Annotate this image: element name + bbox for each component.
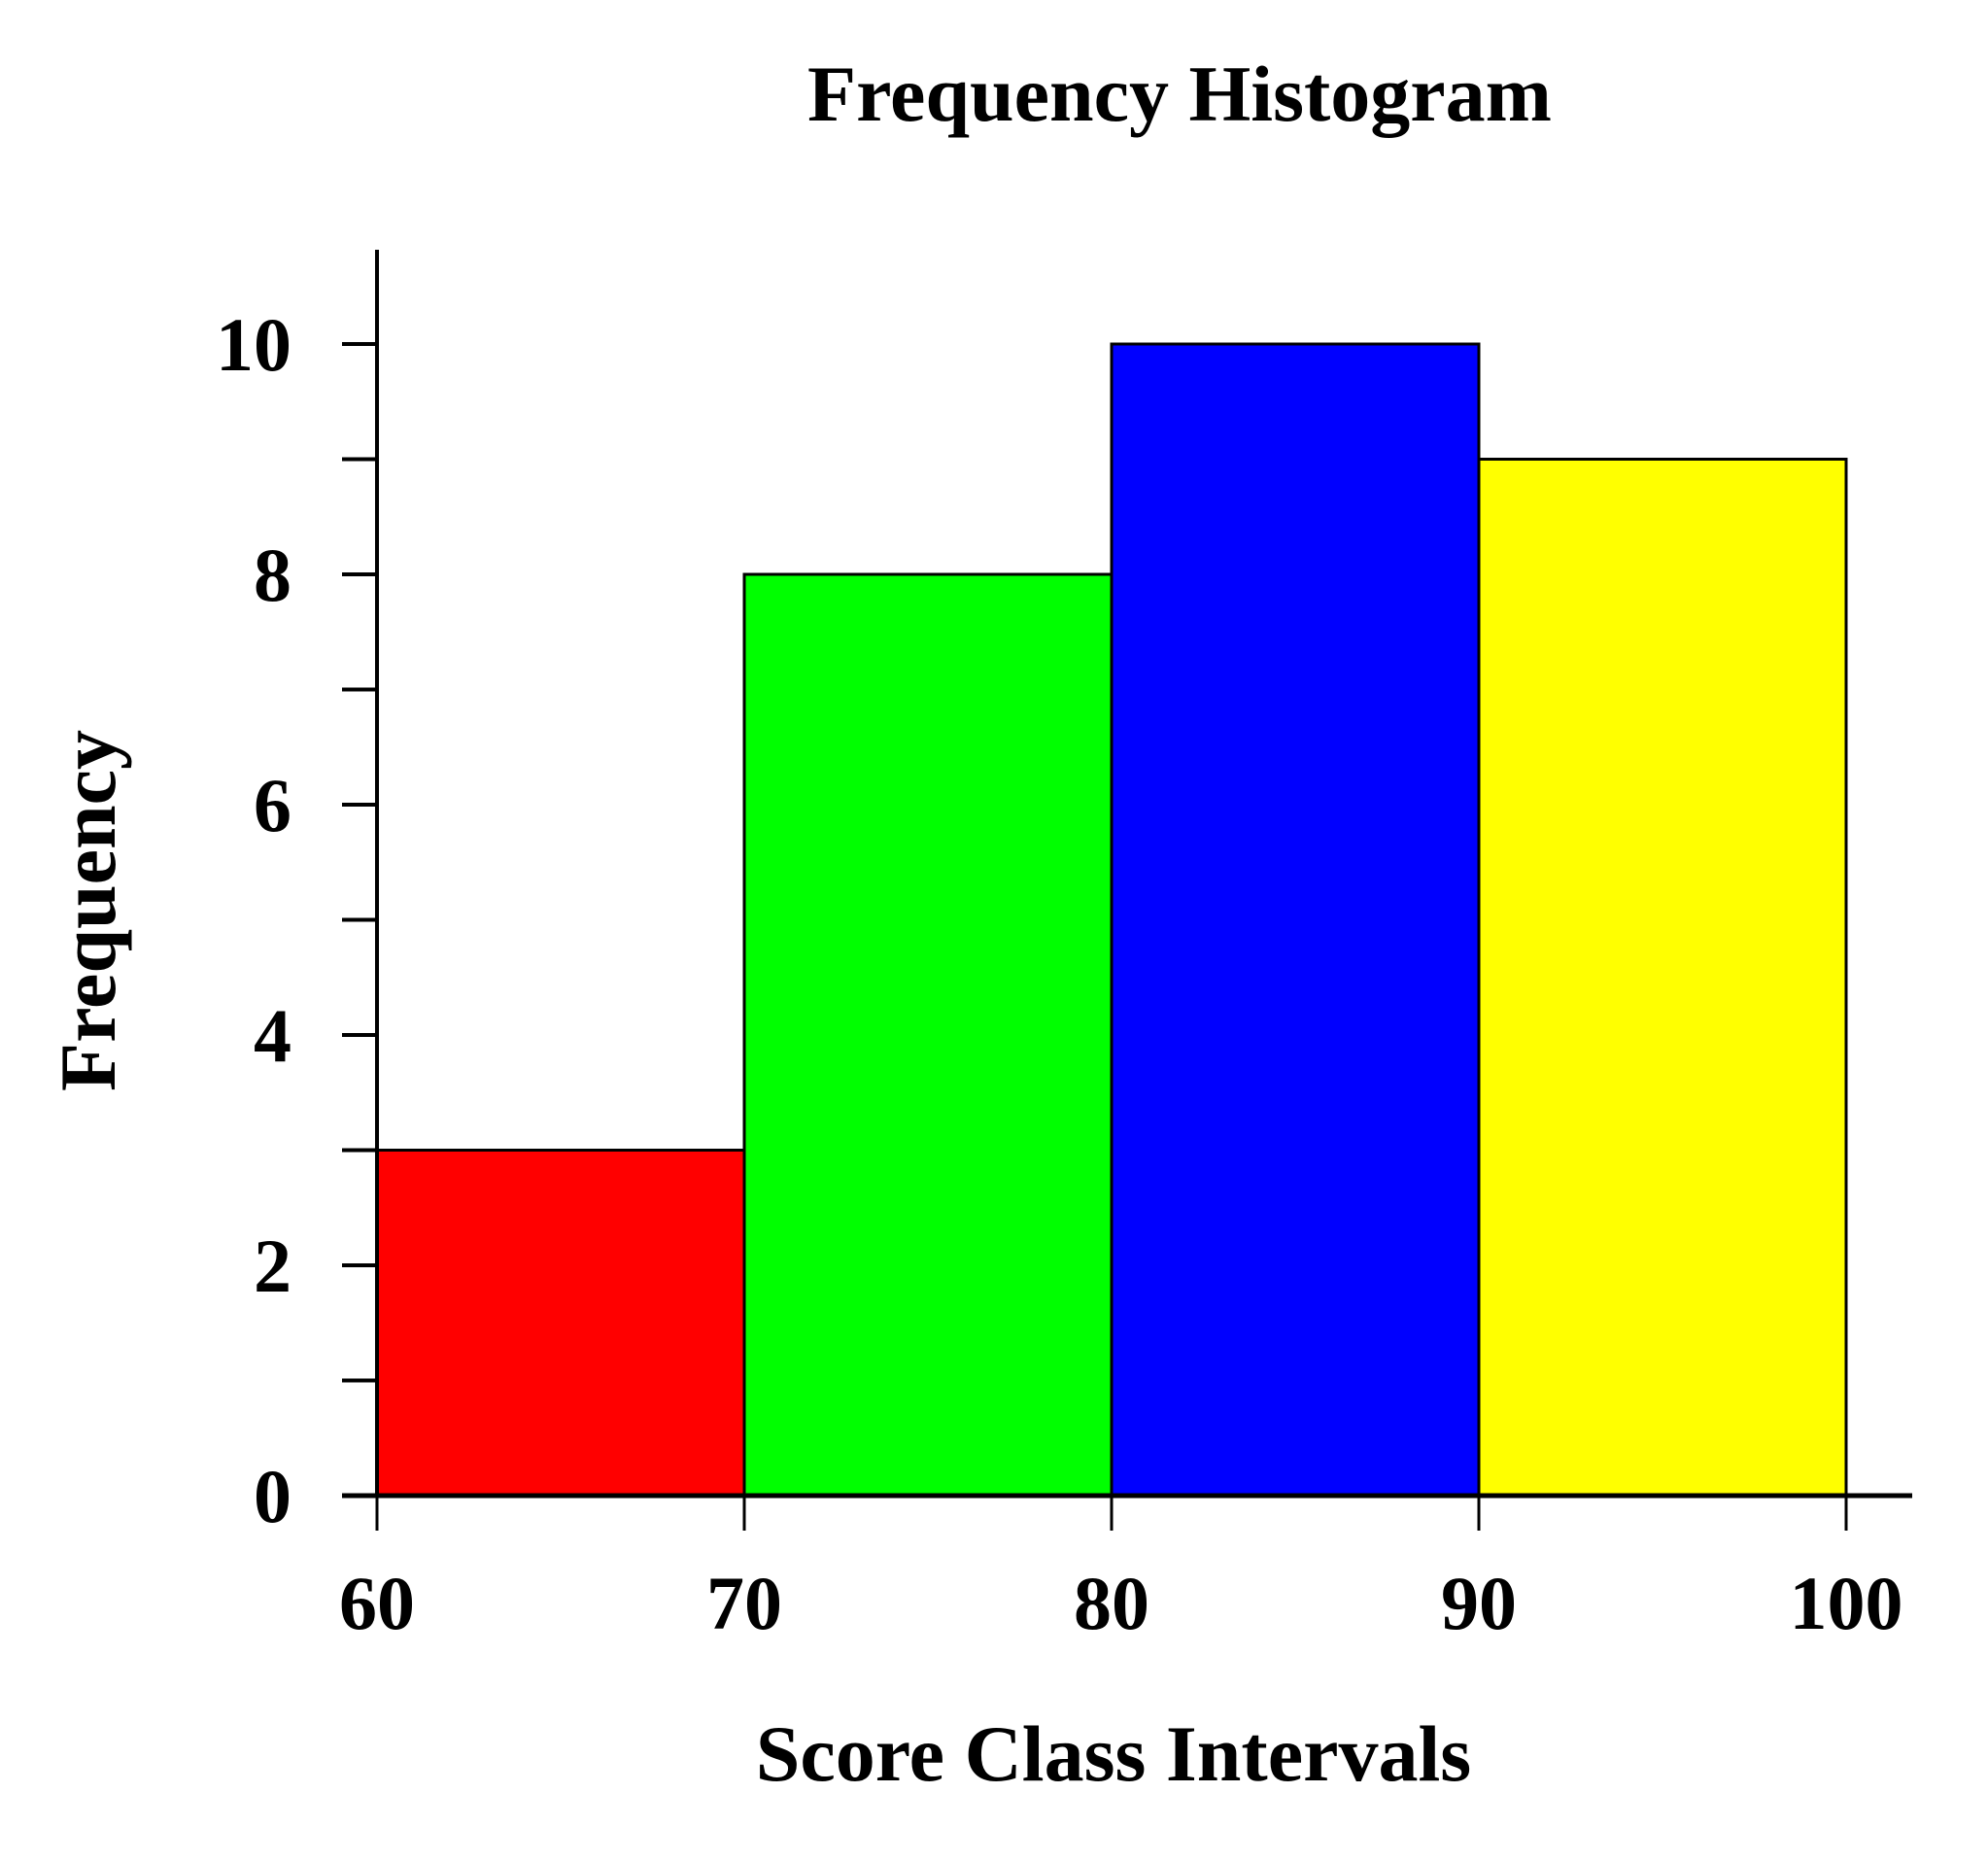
x-tick-label: 80 <box>1074 1561 1149 1645</box>
y-axis-label: Frequency <box>44 730 132 1091</box>
x-tick-label: 100 <box>1790 1561 1903 1645</box>
x-tick-label: 70 <box>706 1561 782 1645</box>
y-tick-label: 4 <box>254 993 291 1078</box>
y-tick-label: 10 <box>216 302 291 387</box>
histogram-bar <box>375 1149 746 1498</box>
axes-group: 0 2 4 6 8 10 60 70 80 90 100 <box>216 250 1912 1645</box>
histogram-bar <box>1477 458 1848 1498</box>
bars-group <box>375 342 1848 1498</box>
y-tick-label: 2 <box>254 1224 291 1308</box>
histogram-bar <box>742 572 1114 1498</box>
x-axis-label: Score Class Intervals <box>756 1709 1471 1798</box>
y-tick-label: 6 <box>254 763 291 847</box>
y-tick-label: 0 <box>254 1454 291 1538</box>
y-tick-label: 8 <box>254 533 291 617</box>
x-tick-label: 60 <box>339 1561 415 1645</box>
x-tick-label: 90 <box>1441 1561 1517 1645</box>
chart-title: Frequency Histogram <box>807 50 1552 138</box>
histogram-bar <box>1110 342 1481 1498</box>
